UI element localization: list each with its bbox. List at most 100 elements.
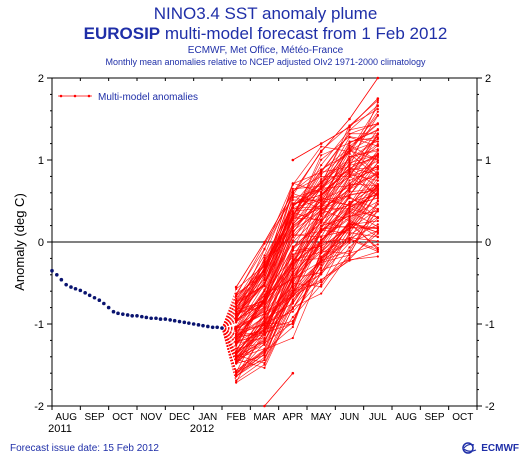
forecast-start-link <box>221 327 237 330</box>
forecast-member-point <box>320 230 323 233</box>
forecast-member-point <box>291 219 294 222</box>
forecast-outlier-point <box>376 76 380 80</box>
forecast-member-point <box>376 161 379 164</box>
forecast-member-point <box>348 203 351 206</box>
logo-text: ECMWF <box>481 442 519 454</box>
forecast-member-point <box>263 342 266 345</box>
forecast-member-point <box>235 360 238 363</box>
forecast-member-point <box>291 287 294 290</box>
forecast-member-point <box>291 253 294 256</box>
month-label: APR <box>283 412 304 423</box>
forecast-member-point <box>263 363 266 366</box>
forecast-member-point <box>320 263 323 266</box>
forecast-outlier-point <box>319 142 323 145</box>
observed-point <box>130 314 134 318</box>
forecast-start-link <box>221 327 237 335</box>
forecast-member-line <box>235 123 378 313</box>
forecast-member-line <box>236 204 379 337</box>
forecast-member-point <box>348 207 351 210</box>
forecast-start-link <box>221 326 237 329</box>
forecast-member-point <box>348 194 351 197</box>
observed-series <box>50 268 224 330</box>
month-label: JUN <box>340 412 359 423</box>
forecast-member-line <box>235 169 379 335</box>
forecast-member-line <box>235 174 379 340</box>
observed-point <box>177 319 182 324</box>
y-tick-label-left: 0 <box>38 237 44 249</box>
forecast-member-point <box>235 303 238 306</box>
forecast-member-point <box>235 294 238 298</box>
observed-point <box>59 277 64 282</box>
forecast-outlier-point <box>291 158 295 162</box>
forecast-member-point <box>376 137 379 141</box>
forecast-member-line <box>235 123 378 297</box>
forecast-member-point <box>376 235 379 238</box>
forecast-member-point <box>320 292 323 295</box>
forecast-member-point <box>291 298 294 301</box>
forecast-member-point <box>320 186 323 189</box>
forecast-member-point <box>235 381 238 384</box>
forecast-member-line <box>235 173 379 323</box>
forecast-member-point <box>376 172 379 176</box>
forecast-member-point <box>320 260 323 263</box>
forecast-member-line <box>236 217 379 372</box>
y-tick-label-right: -2 <box>485 401 495 413</box>
observed-point <box>215 325 219 330</box>
forecast-outlier-point <box>263 240 266 244</box>
forecast-start-link <box>221 321 237 329</box>
forecast-member-point <box>291 215 294 218</box>
forecast-member-point <box>263 277 266 281</box>
forecast-member-point <box>348 256 351 259</box>
forecast-member-point <box>291 187 294 190</box>
forecast-outlier-line <box>235 77 379 288</box>
forecast-member-point <box>263 266 266 269</box>
month-label: FEB <box>226 412 246 423</box>
forecast-member-line <box>236 244 378 369</box>
forecast-outlier-point <box>348 125 351 129</box>
forecast-member-point <box>348 135 351 138</box>
forecast-member-point <box>320 256 323 259</box>
issue-date: Forecast issue date: 15 Feb 2012 <box>10 443 159 454</box>
legend-label: Multi-model anomalies <box>98 92 198 103</box>
forecast-start-link <box>221 320 237 329</box>
forecast-member-point <box>348 145 351 148</box>
forecast-start-link <box>221 327 237 346</box>
forecast-member-point <box>320 273 323 276</box>
forecast-member-point <box>320 214 323 217</box>
forecast-member-point <box>376 152 379 155</box>
forecast-member-point <box>376 226 379 229</box>
forecast-member-point <box>376 248 379 251</box>
forecast-member-point <box>320 224 323 227</box>
forecast-member-line <box>235 133 378 307</box>
forecast-outlier-point <box>291 191 295 195</box>
ecmwf-logo-icon <box>462 442 477 454</box>
forecast-member-point <box>320 267 323 270</box>
forecast-member-point <box>320 207 323 211</box>
forecast-member-point <box>376 203 379 206</box>
forecast-member-point <box>235 338 238 341</box>
forecast-member-point <box>376 216 379 219</box>
forecast-member-point <box>263 304 266 308</box>
forecast-member-point <box>348 205 351 208</box>
observed-point <box>106 305 111 310</box>
forecast-member-point <box>291 255 294 258</box>
forecast-member-point <box>291 194 294 197</box>
forecast-member-point <box>348 228 351 231</box>
observed-point <box>111 309 116 314</box>
forecast-member-point <box>263 333 266 336</box>
forecast-start-link <box>221 288 237 329</box>
observed-point <box>163 317 168 321</box>
forecast-member-point <box>291 302 294 305</box>
forecast-member-point <box>291 306 294 309</box>
forecast-member-point <box>235 344 238 347</box>
forecast-member-point <box>376 110 379 113</box>
forecast-member-point <box>348 215 351 219</box>
forecast-start-link <box>221 327 237 357</box>
forecast-member-point <box>291 213 294 216</box>
forecast-member-point <box>348 190 351 193</box>
forecast-member-point <box>263 358 266 361</box>
forecast-member-point <box>348 158 351 161</box>
forecast-member-point <box>320 154 323 157</box>
forecast-member-point <box>263 307 266 310</box>
